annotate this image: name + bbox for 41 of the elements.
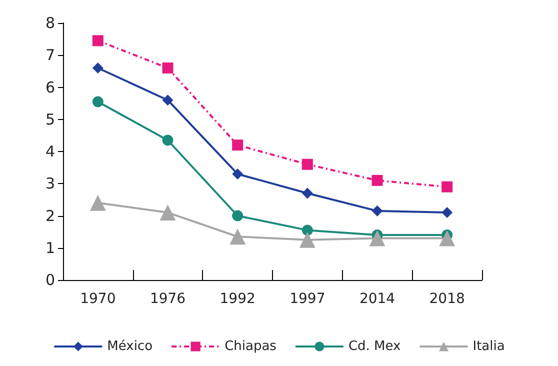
point xyxy=(230,228,246,245)
point xyxy=(372,205,383,216)
y-tick-label: 8 xyxy=(45,14,55,32)
point xyxy=(302,224,313,236)
y-tick-label: 4 xyxy=(45,142,55,160)
point xyxy=(92,96,104,108)
legend-label: México xyxy=(107,339,153,354)
y-tick-label: 0 xyxy=(45,271,55,289)
legend-label: Chiapas xyxy=(224,339,277,354)
point xyxy=(302,188,313,199)
point xyxy=(90,194,106,211)
x-tick-label: 1992 xyxy=(220,291,256,307)
point xyxy=(162,62,174,74)
point xyxy=(92,35,104,46)
point xyxy=(162,134,174,146)
y-tick-label: 1 xyxy=(45,238,55,257)
point xyxy=(232,210,244,222)
point xyxy=(160,204,176,221)
x-tick-label: 1976 xyxy=(150,291,186,307)
point xyxy=(302,158,313,170)
point xyxy=(372,174,383,186)
point xyxy=(442,181,453,192)
legend-label: Cd. Mex xyxy=(348,339,402,354)
x-tick-label: 1997 xyxy=(290,291,326,307)
point xyxy=(162,94,174,106)
point xyxy=(299,232,316,248)
x-tick-label: 2014 xyxy=(359,291,396,307)
y-tick-label: 6 xyxy=(45,78,55,96)
point xyxy=(232,140,244,151)
point xyxy=(92,62,104,74)
point xyxy=(232,168,244,180)
legend-label: Italia xyxy=(472,339,505,354)
y-tick-label: 5 xyxy=(45,110,55,128)
y-tick-label: 2 xyxy=(45,206,55,225)
point xyxy=(442,207,453,218)
point xyxy=(439,230,456,246)
x-tick-label: 2018 xyxy=(429,291,465,307)
y-tick-label: 7 xyxy=(45,46,55,64)
point xyxy=(369,230,386,246)
x-tick-label: 1970 xyxy=(80,291,116,307)
y-tick-label: 3 xyxy=(45,174,55,193)
